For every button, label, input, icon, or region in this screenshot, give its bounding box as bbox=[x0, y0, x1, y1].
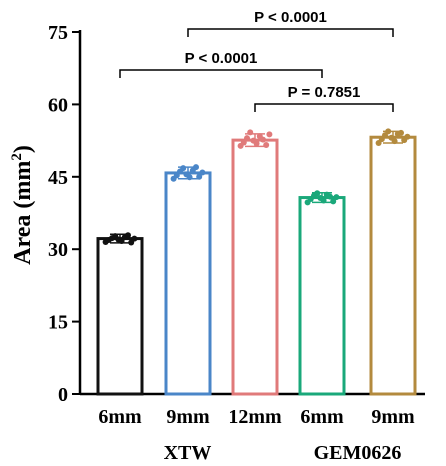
data-point bbox=[260, 136, 266, 143]
y-tick-label: 75 bbox=[48, 22, 68, 44]
data-point bbox=[244, 135, 250, 142]
data-point bbox=[193, 164, 199, 171]
data-point bbox=[125, 232, 131, 239]
data-point bbox=[199, 169, 206, 176]
y-tick-label: 60 bbox=[48, 94, 68, 116]
p-value-label: P < 0.0001 bbox=[254, 9, 327, 26]
significance-bracket bbox=[254, 103, 394, 112]
bar bbox=[231, 138, 279, 396]
data-point bbox=[186, 174, 193, 181]
x-tick-label: 12mm bbox=[228, 406, 282, 428]
data-point bbox=[330, 198, 337, 205]
data-point bbox=[404, 133, 411, 140]
data-point bbox=[398, 129, 404, 136]
significance-bracket bbox=[119, 69, 323, 78]
data-point bbox=[385, 128, 392, 135]
data-point bbox=[320, 197, 327, 204]
data-point bbox=[180, 165, 187, 172]
x-tick-label: 9mm bbox=[371, 406, 415, 428]
y-tick-label: 0 bbox=[58, 384, 68, 406]
y-tick-label: 30 bbox=[48, 239, 68, 261]
bar bbox=[96, 237, 144, 396]
data-point bbox=[266, 131, 273, 138]
bar bbox=[369, 135, 417, 396]
x-tick-label: 9mm bbox=[166, 406, 210, 428]
data-point bbox=[263, 141, 270, 148]
data-point bbox=[131, 235, 138, 242]
x-tick-label: 6mm bbox=[98, 406, 142, 428]
bar bbox=[164, 171, 212, 396]
data-point bbox=[196, 173, 203, 180]
data-point bbox=[253, 140, 260, 147]
data-point bbox=[240, 139, 247, 146]
significance-bracket bbox=[187, 28, 394, 37]
group-label: XTW bbox=[164, 442, 212, 464]
group-label: GEM0626 bbox=[314, 442, 402, 464]
data-point bbox=[327, 193, 333, 200]
data-point bbox=[247, 129, 254, 136]
bar bbox=[298, 196, 346, 396]
y-tick-label: 45 bbox=[48, 167, 68, 189]
p-value-label: P < 0.0001 bbox=[185, 50, 258, 67]
data-point bbox=[314, 190, 321, 197]
y-tick-label: 15 bbox=[48, 312, 68, 334]
p-value-label: P = 0.7851 bbox=[288, 84, 361, 101]
x-tick-label: 6mm bbox=[300, 406, 344, 428]
data-point bbox=[333, 194, 340, 201]
y-axis-title: Area (mm2) bbox=[9, 145, 36, 265]
data-point bbox=[391, 138, 398, 145]
